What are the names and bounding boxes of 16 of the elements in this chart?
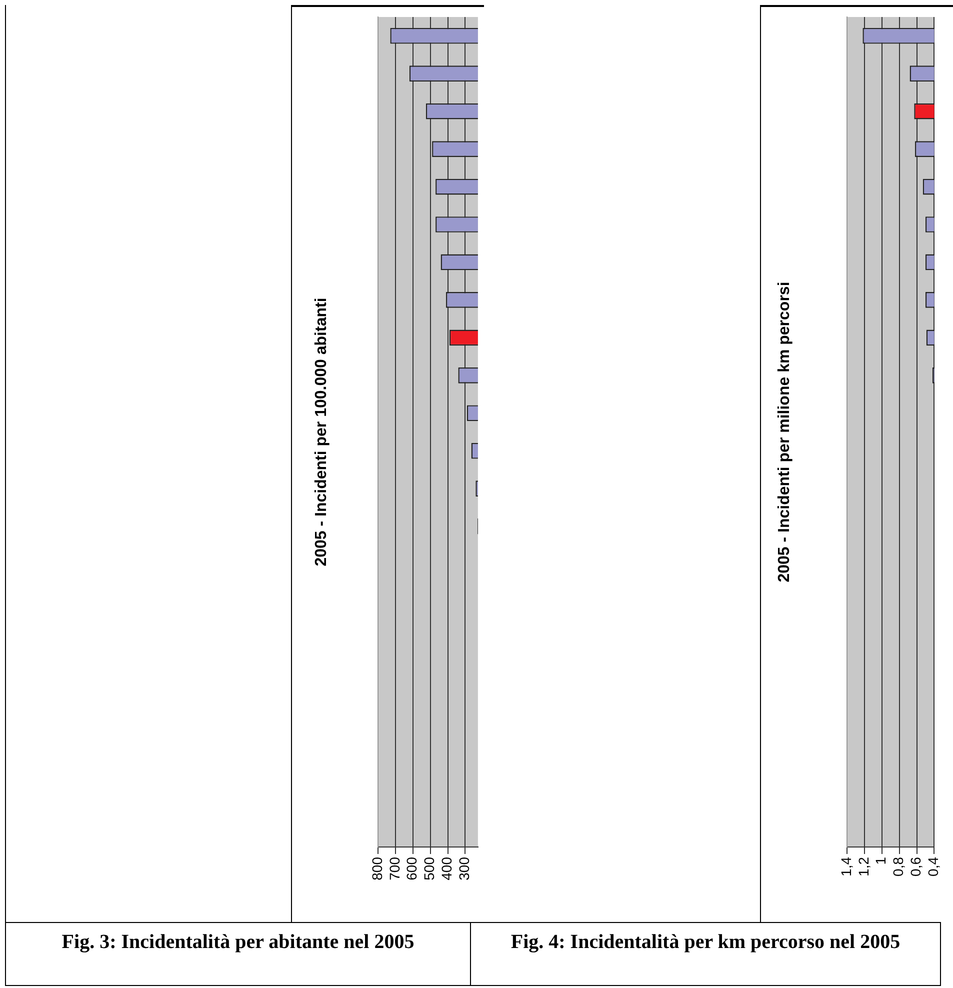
x-tick-label: 500 xyxy=(421,856,438,880)
x-tick-label: 1,2 xyxy=(855,856,872,876)
caption: Fig. 4: Incidentalità per km percorso nel 2005 xyxy=(470,922,941,986)
x-tick-label: 0,8 xyxy=(890,856,906,876)
x-tick-label: 0,6 xyxy=(908,856,924,876)
x-tick-label: 300 xyxy=(456,856,472,880)
caption: Fig. 3: Incidentalità per abitante nel 2005 xyxy=(5,922,471,986)
y-axis-title: 2005 - Incidenti per milione km percorsi xyxy=(776,282,794,582)
x-tick-label: 700 xyxy=(386,856,402,880)
x-tick-label: 1,4 xyxy=(838,856,854,876)
x-tick-label: 800 xyxy=(368,856,385,880)
x-tick-label: 600 xyxy=(404,856,420,880)
x-tick-label: 400 xyxy=(438,856,455,880)
y-axis-title: 2005 - Incidenti per 100.000 abitanti xyxy=(313,298,330,566)
x-tick-label: 1 xyxy=(872,856,889,865)
x-tick-label: 0,4 xyxy=(925,856,942,876)
